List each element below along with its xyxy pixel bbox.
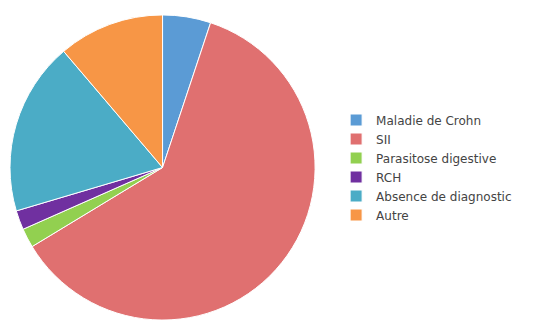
svg-text:Autre: Autre <box>376 209 409 223</box>
svg-text:Absence de diagnostic: Absence de diagnostic <box>376 190 511 204</box>
svg-text:Maladie de Crohn: Maladie de Crohn <box>376 114 481 128</box>
svg-text:RCH: RCH <box>376 171 401 185</box>
svg-text:Parasitose digestive: Parasitose digestive <box>376 152 496 166</box>
svg-text:SII: SII <box>376 133 391 147</box>
